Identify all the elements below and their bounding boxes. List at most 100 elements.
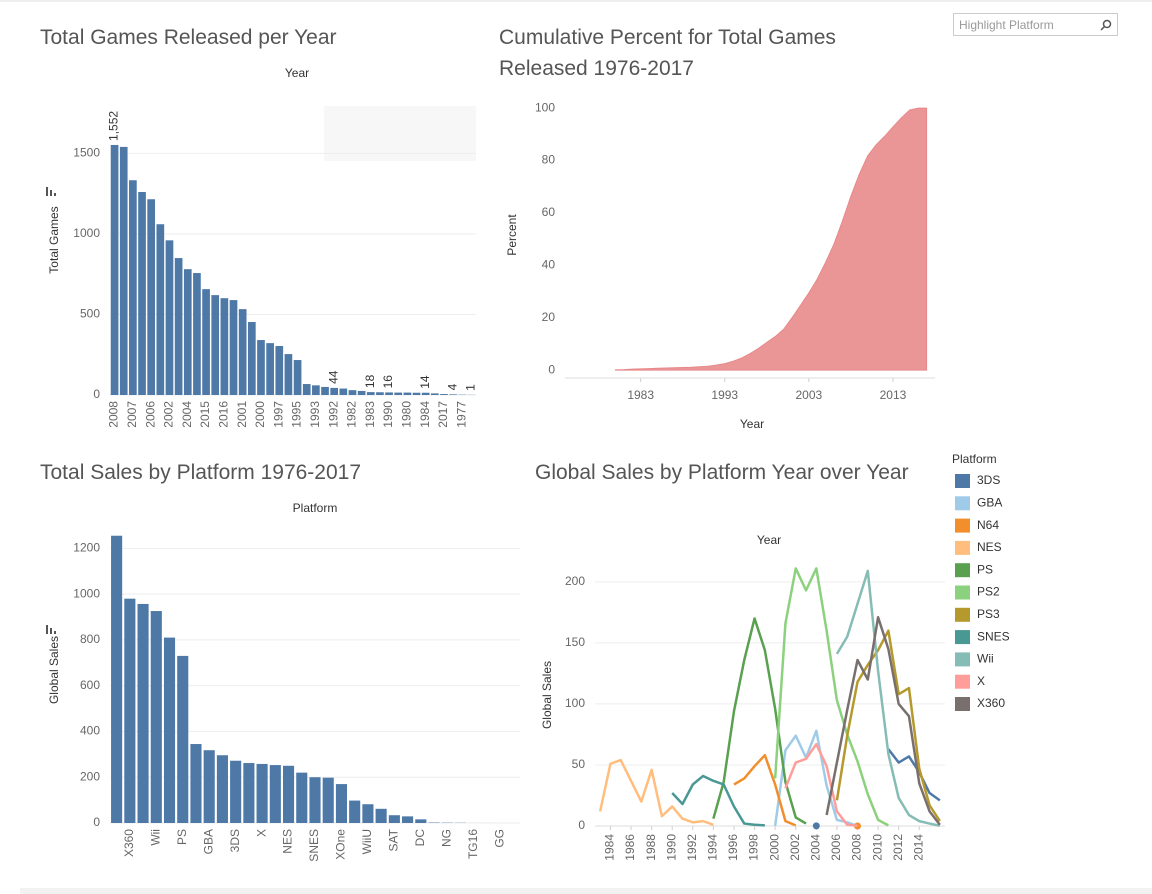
bar [339,388,348,395]
y-tick-label: 1500 [73,146,100,160]
chart-title: Cumulative Percent for Total Games Relea… [499,26,836,80]
x-tick-label: SNES [307,829,321,862]
x-tick-label: 1984 [418,401,432,428]
legend-swatch [955,474,970,488]
bar [284,354,293,395]
bar [156,224,165,395]
x-tick-label: 2014 [911,834,925,861]
legend-title: Platform [952,452,997,466]
x-tick-label: 2006 [829,834,843,861]
value-label: 16 [381,375,395,389]
bar [403,392,412,395]
x-tick-label: GBA [201,829,215,854]
bar [430,393,439,395]
x-tick-label: 1990 [664,834,678,861]
y-axis-title: Total Games [47,206,61,273]
bar [266,343,274,395]
x-tick-label: 2002 [788,834,802,861]
x-axis-title: Year [285,66,309,80]
bar [335,784,348,823]
legend-swatch [955,697,970,711]
y-tick-label: 500 [80,307,100,321]
bar [322,777,334,823]
axis-icon [46,625,56,634]
y-tick-label: 60 [542,205,556,219]
bar [230,760,242,823]
x-tick-label: PS [175,829,189,845]
highlight-search[interactable]: Highlight Platform [953,13,1118,36]
line [784,742,858,828]
bar [349,800,361,823]
bar [163,637,176,823]
value-label: 18 [363,374,377,388]
value-label: 1,552 [107,111,121,141]
x-tick-label: 2001 [235,401,249,428]
legend-label: X [977,674,985,688]
x-tick-label: X360 [122,829,136,857]
y-tick-label: 0 [93,387,100,401]
legend-label: PS3 [977,607,1000,621]
x-tick-label: XOne [334,829,348,860]
value-label: 44 [326,370,340,384]
bar [449,394,457,395]
line [835,569,941,827]
bar [177,655,189,823]
legend-swatch [955,674,970,689]
x-axis-title: Year [757,533,781,547]
bar [124,598,136,823]
bar [415,819,427,823]
x-tick-label: 2007 [125,401,139,428]
bar [269,765,281,823]
bar [312,385,320,395]
x-tick-label: 3DS [228,829,242,852]
bar [348,390,357,395]
x-tick-label: 2008 [107,401,121,428]
bar [193,273,201,395]
y-tick-label: 200 [565,574,585,588]
bar [412,392,421,395]
y-axis-title: Global Sales [540,661,554,729]
point [812,822,820,830]
y-tick-label: 0 [578,818,585,832]
legend-label: NES [977,540,1002,554]
bar [190,744,202,823]
bar [394,392,403,395]
bar [183,269,192,395]
x-tick-label: X [254,829,268,837]
bar [220,298,229,395]
bar [243,763,255,823]
x-tick-label: 2004 [180,401,194,428]
y-tick-label: 1200 [73,540,100,554]
tooltip-shadow [324,106,476,161]
line [773,567,889,827]
x-tick-label: 2013 [880,388,907,402]
x-tick-label: Wii [148,829,162,846]
title-box: Total Games Released per Year [40,26,337,49]
bar [129,180,137,395]
search-icon [1100,19,1112,31]
bar [321,386,329,395]
bar [330,387,339,395]
y-tick-label: 1000 [73,586,100,600]
x-tick-label: 2015 [198,401,212,428]
bar [375,808,387,823]
y-tick-label: 0 [548,362,555,376]
bar [362,804,374,823]
legend-swatch [955,496,970,511]
footer-bar [20,888,1152,894]
y-tick-label: 150 [565,635,585,649]
x-axis-title: Platform [293,501,338,515]
bar [282,765,295,823]
x-tick-label: 2000 [767,834,781,861]
bar [138,192,146,395]
legend-label: N64 [977,518,999,532]
x-tick-label: WiiU [360,829,374,854]
bar [111,535,123,823]
x-tick-label: 1995 [290,401,304,428]
value-label: 14 [418,375,432,389]
y-tick-label: 800 [80,632,100,646]
bar [440,394,448,395]
chart-title: Global Sales by Platform Year over Year [535,461,909,484]
bar [137,603,149,823]
